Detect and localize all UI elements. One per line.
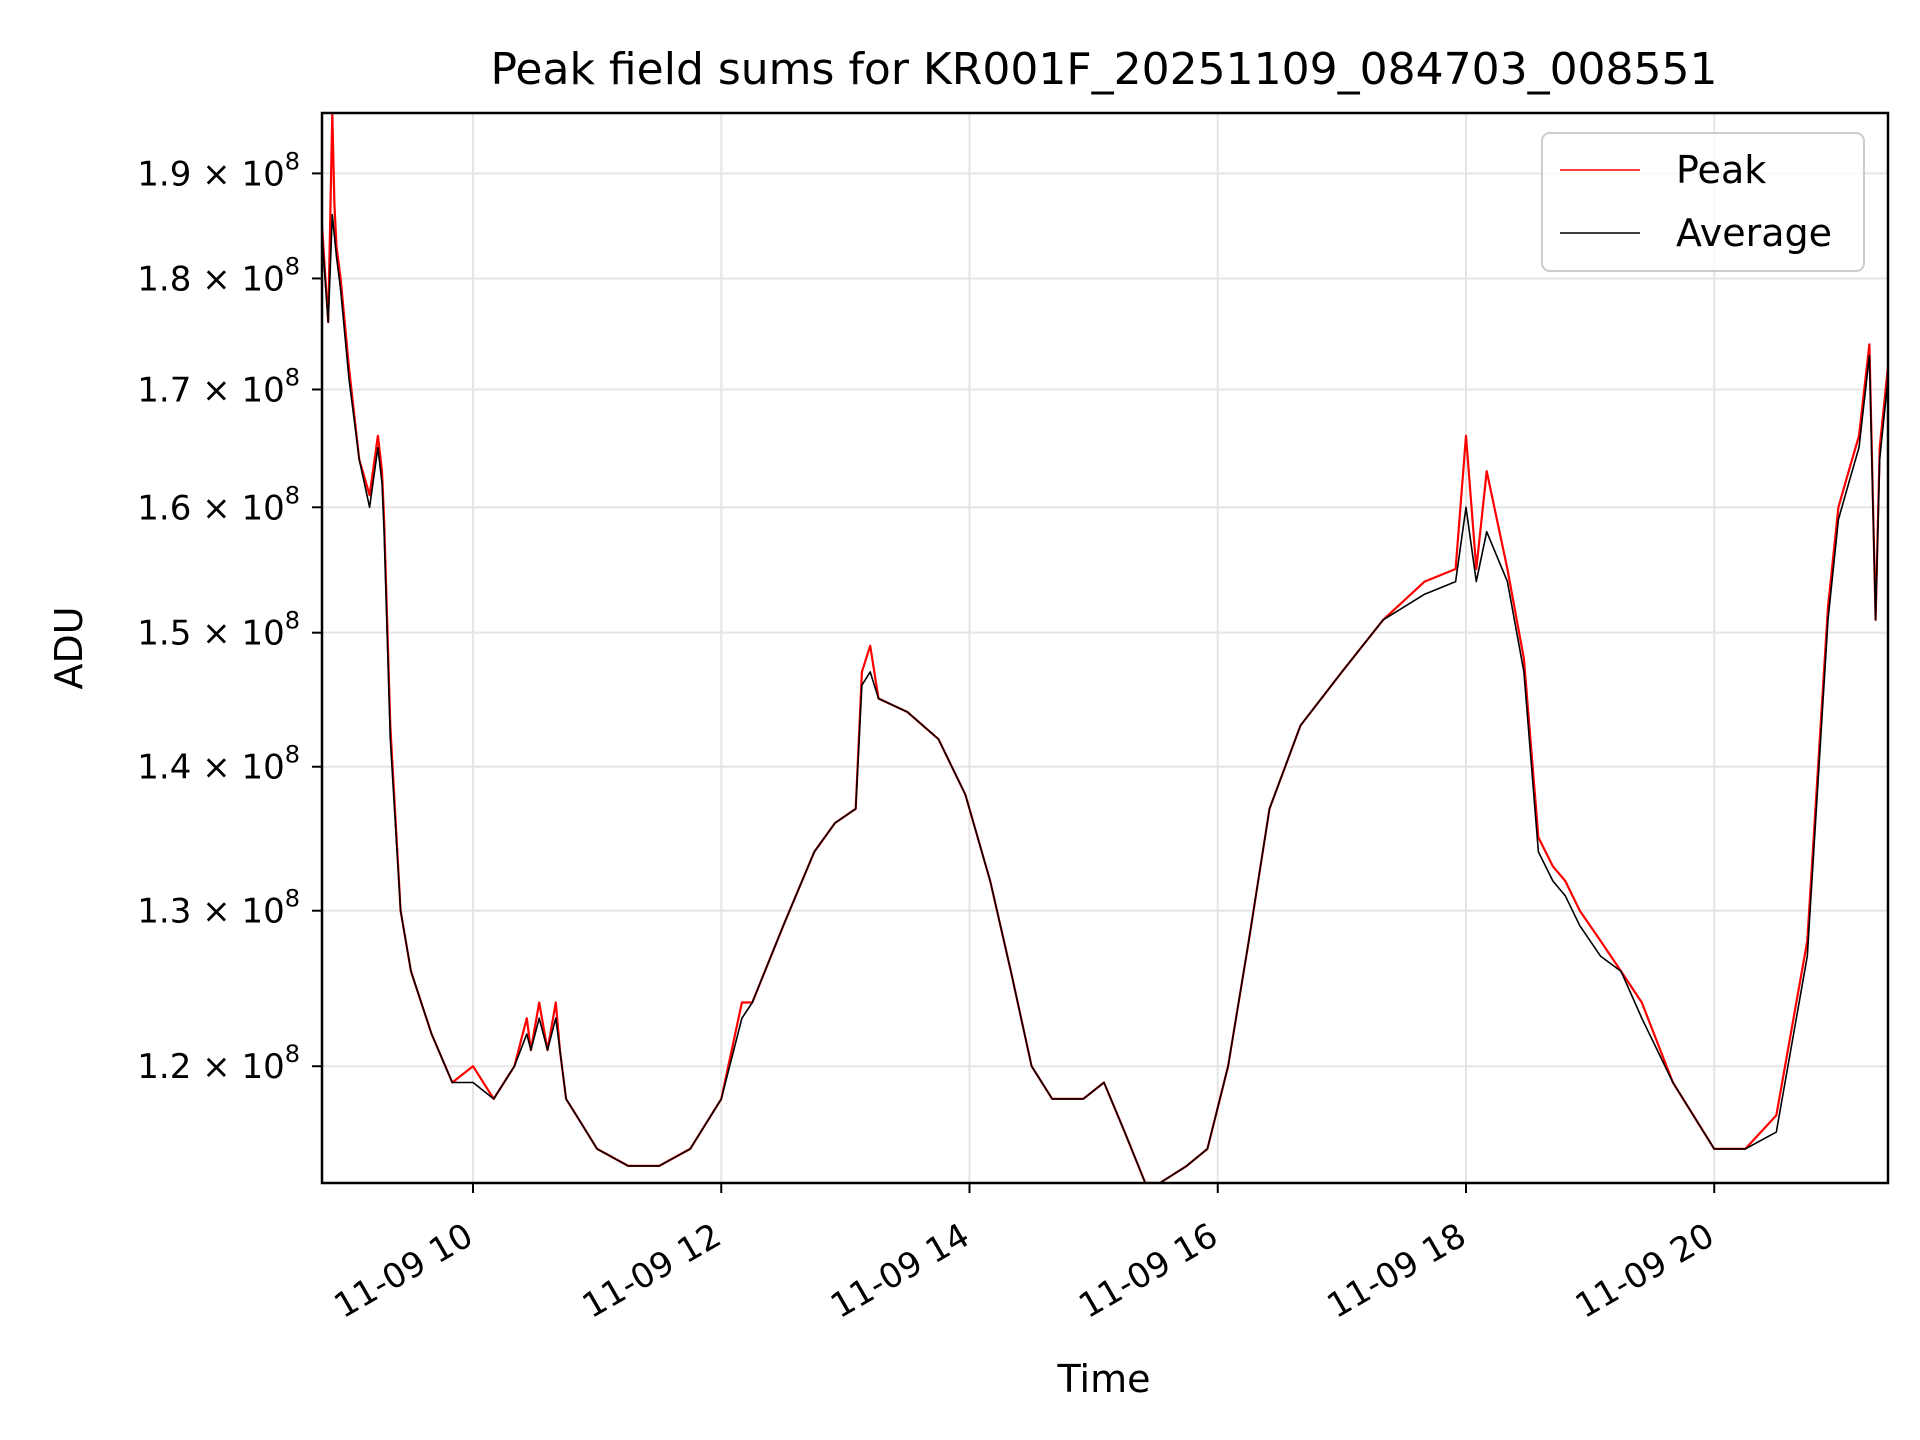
y-tick-base: 10 bbox=[241, 1047, 284, 1087]
legend-label-peak: Peak bbox=[1676, 148, 1766, 192]
y-tick-times: × bbox=[191, 371, 241, 411]
legend-label-average: Average bbox=[1676, 211, 1832, 255]
y-tick-label: 1.5 × 108 bbox=[137, 607, 300, 654]
y-tick-base: 10 bbox=[241, 614, 284, 654]
y-tick-times: × bbox=[191, 154, 241, 194]
y-tick-exponent: 8 bbox=[285, 741, 300, 769]
y-tick-label: 1.4 × 108 bbox=[137, 741, 300, 788]
y-tick-exponent: 8 bbox=[285, 147, 300, 175]
y-tick-label: 1.9 × 108 bbox=[137, 147, 300, 194]
legend-box bbox=[1541, 132, 1865, 272]
y-tick-label: 1.6 × 108 bbox=[137, 481, 300, 528]
y-tick-mantissa: 1.2 bbox=[137, 1047, 191, 1087]
y-tick-mantissa: 1.8 bbox=[137, 259, 191, 299]
y-tick-times: × bbox=[191, 1047, 241, 1087]
series-lines bbox=[322, 113, 1888, 1183]
y-tick-exponent: 8 bbox=[285, 1040, 300, 1068]
y-tick-times: × bbox=[191, 748, 241, 788]
y-tick-base: 10 bbox=[241, 892, 284, 932]
grid bbox=[322, 113, 1888, 1183]
y-tick-mantissa: 1.5 bbox=[137, 614, 191, 654]
y-tick-base: 10 bbox=[241, 154, 284, 194]
y-tick-mantissa: 1.3 bbox=[137, 892, 191, 932]
y-tick-times: × bbox=[191, 614, 241, 654]
y-tick-label: 1.7 × 108 bbox=[137, 364, 300, 411]
series-line-average bbox=[322, 213, 1888, 1183]
y-tick-base: 10 bbox=[241, 371, 284, 411]
y-tick-mantissa: 1.4 bbox=[137, 748, 191, 788]
y-tick-mantissa: 1.9 bbox=[137, 154, 191, 194]
y-tick-exponent: 8 bbox=[285, 364, 300, 392]
y-tick-mantissa: 1.6 bbox=[137, 488, 191, 528]
y-tick-exponent: 8 bbox=[285, 252, 300, 280]
x-axis-label: Time bbox=[1057, 1357, 1151, 1401]
legend: Peak Average bbox=[1541, 132, 1865, 272]
y-tick-exponent: 8 bbox=[285, 481, 300, 509]
y-tick-times: × bbox=[191, 259, 241, 299]
y-tick-base: 10 bbox=[241, 259, 284, 299]
y-tick-base: 10 bbox=[241, 488, 284, 528]
y-tick-label: 1.8 × 108 bbox=[137, 252, 300, 299]
plot-area-frame bbox=[320, 111, 1890, 1185]
y-tick-label: 1.3 × 108 bbox=[137, 885, 300, 932]
chart-title: Peak field sums for KR001F_20251109_0847… bbox=[490, 44, 1717, 95]
y-tick-times: × bbox=[191, 892, 241, 932]
y-tick-base: 10 bbox=[241, 748, 284, 788]
y-tick-exponent: 8 bbox=[285, 607, 300, 635]
y-tick-label: 1.2 × 108 bbox=[137, 1040, 300, 1087]
y-tick-mantissa: 1.7 bbox=[137, 371, 191, 411]
y-axis-label: ADU bbox=[47, 606, 91, 689]
y-tick-times: × bbox=[191, 488, 241, 528]
y-tick-exponent: 8 bbox=[285, 885, 300, 913]
